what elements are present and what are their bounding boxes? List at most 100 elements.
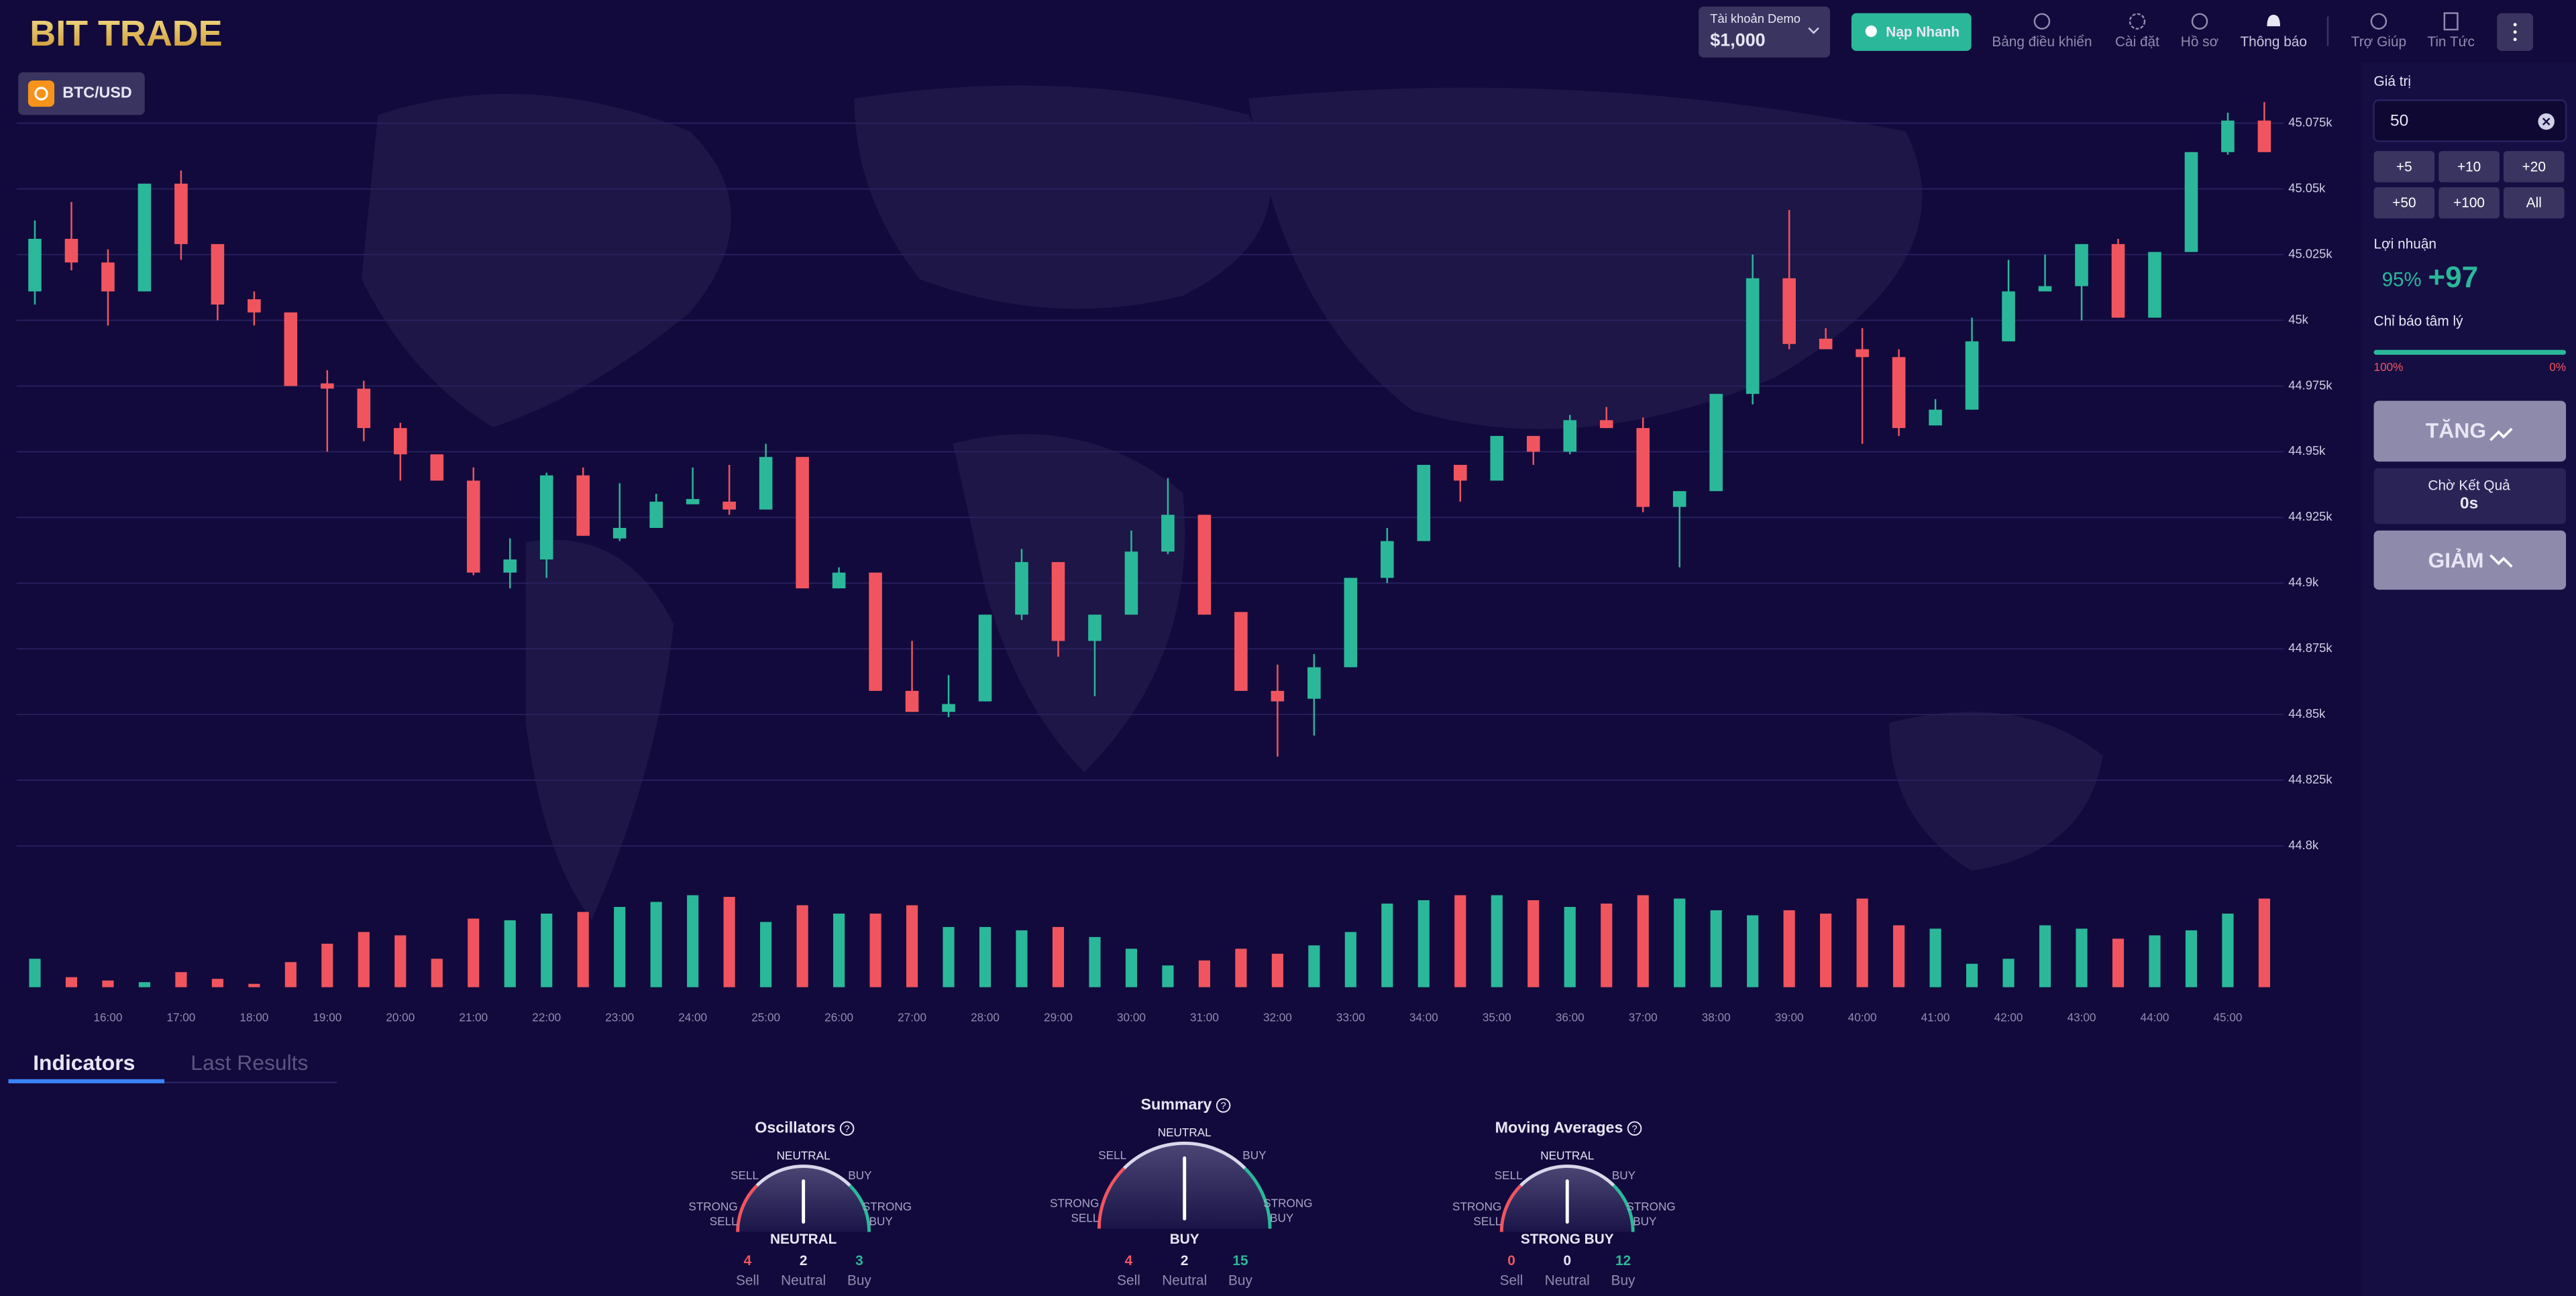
- volume-bar: [1308, 945, 1320, 987]
- help-icon[interactable]: [839, 1121, 855, 1136]
- nav-item[interactable]: Cài đặt: [2115, 34, 2159, 50]
- quick-amount-label: +5: [2396, 159, 2412, 174]
- candlestick-chart: 45.075k 45.05k 45.025k 45k 44.975k 44.95k 44.9…: [16, 102, 2332, 1024]
- quick-amount-button[interactable]: [2373, 187, 2435, 219]
- quick-amount-button[interactable]: [2504, 187, 2565, 219]
- count-label: Sell: [1500, 1273, 1523, 1288]
- count-label: Buy: [847, 1273, 871, 1288]
- help-icon[interactable]: [1627, 1121, 1642, 1136]
- tab[interactable]: Last Results: [191, 1050, 308, 1075]
- profit-label: Lợi nhuận: [2374, 236, 2436, 252]
- quick-amount-label: +10: [2457, 159, 2481, 174]
- candle-body: [1381, 541, 1394, 578]
- deposit-label: Nạp Nhanh: [1886, 24, 1960, 40]
- quick-amount-label: +100: [2453, 195, 2485, 211]
- x-tick-label: 37:00: [1629, 1011, 1658, 1024]
- y-tick-label: 44.975k: [2288, 378, 2332, 392]
- count-label: Neutral: [781, 1273, 826, 1288]
- volume-bar: [943, 926, 955, 987]
- indicator-title: Oscillators: [755, 1118, 835, 1136]
- candle-body: [430, 454, 444, 481]
- count-label: Sell: [736, 1273, 759, 1288]
- volume-bar: [1235, 949, 1247, 987]
- candle-body: [1526, 435, 1540, 452]
- volume-bar: [138, 982, 150, 987]
- volume-bar: [723, 897, 735, 987]
- deposit-icon: [1865, 25, 1877, 38]
- candle-body: [1015, 561, 1028, 615]
- candle-body: [394, 428, 407, 455]
- volume-bar: [1929, 928, 1941, 987]
- volume-bar: [2185, 930, 2198, 987]
- candle-body: [1161, 515, 1175, 552]
- volume-bar: [2039, 925, 2051, 987]
- down-button[interactable]: [2373, 530, 2567, 590]
- volume-bar: [1125, 949, 1138, 987]
- nav-item[interactable]: Tin Tức: [2427, 34, 2475, 50]
- gauge-label: NEUTRAL: [777, 1148, 830, 1162]
- volume-bar: [284, 962, 297, 987]
- volume-bar: [1893, 925, 1905, 987]
- count: 2: [800, 1253, 808, 1268]
- nav-item[interactable]: Hồ sơ: [2181, 34, 2219, 50]
- volume-bar: [650, 902, 662, 987]
- y-tick-label: 45.075k: [2288, 115, 2332, 129]
- volume-bar: [2258, 898, 2270, 987]
- volume-bar: [102, 980, 114, 987]
- y-tick-label: 44.9k: [2288, 575, 2319, 589]
- quick-amount-button[interactable]: [2373, 151, 2435, 182]
- volume-bar: [2149, 935, 2161, 987]
- account-label: Tài khoản Demo: [1710, 11, 1801, 25]
- x-tick-label: 44:00: [2141, 1011, 2169, 1024]
- volume-bar: [1966, 963, 1978, 987]
- count: 4: [1125, 1253, 1133, 1268]
- volume-bar: [211, 979, 223, 987]
- nav-item[interactable]: Bảng điều khiển: [1992, 34, 2092, 50]
- volume-bar: [1491, 895, 1503, 987]
- gauge-label: BUY: [1612, 1169, 1636, 1182]
- volume-bar: [577, 912, 589, 987]
- sentiment-label: Chỉ báo tâm lý: [2374, 313, 2464, 329]
- candle-body: [759, 457, 773, 510]
- y-tick-label: 44.85k: [2288, 706, 2326, 720]
- volume-bar: [614, 906, 626, 987]
- candle-body: [174, 183, 188, 244]
- up-label: TĂNG: [2426, 418, 2486, 442]
- account-box[interactable]: [1699, 6, 1831, 58]
- candle-body: [1599, 420, 1613, 429]
- gauge-label: STRONG: [1263, 1196, 1312, 1209]
- gauge-arc-neutral: [1519, 1165, 1615, 1187]
- count: 0: [1507, 1253, 1515, 1268]
- count: 0: [1563, 1253, 1571, 1268]
- btc-icon: [28, 80, 55, 107]
- tab-underline: [8, 1079, 165, 1083]
- volume-bar: [468, 918, 480, 987]
- quick-amount-button[interactable]: [2504, 151, 2565, 182]
- volume-bar: [1198, 960, 1210, 987]
- x-tick-label: 38:00: [1702, 1011, 1731, 1024]
- quick-amount-button[interactable]: [2438, 151, 2500, 182]
- volume-bar: [358, 932, 370, 987]
- candle-body: [357, 388, 371, 429]
- count-label: Buy: [1228, 1273, 1252, 1288]
- volume-bar: [1674, 898, 1686, 987]
- gauge-label: BUY: [848, 1169, 872, 1182]
- up-button[interactable]: [2373, 400, 2567, 462]
- candle-body: [466, 480, 480, 573]
- tab[interactable]: Indicators: [33, 1050, 135, 1075]
- y-tick-label: 45.025k: [2288, 246, 2332, 260]
- amount-input[interactable]: [2373, 99, 2567, 142]
- candle-body: [832, 572, 846, 589]
- nav-item[interactable]: Trợ Giúp: [2351, 34, 2406, 50]
- volume-bar: [1089, 936, 1101, 987]
- candle-body: [101, 262, 115, 292]
- quick-amount-button[interactable]: [2438, 187, 2500, 219]
- symbol: BTC/USD: [62, 84, 131, 101]
- help-icon[interactable]: [1216, 1098, 1231, 1113]
- volume-bar: [321, 943, 333, 987]
- candle-body: [576, 475, 590, 536]
- gauge-label: STRONG: [1626, 1199, 1675, 1213]
- nav-item[interactable]: Thông báo: [2240, 34, 2306, 50]
- deposit-button[interactable]: [1851, 13, 1972, 51]
